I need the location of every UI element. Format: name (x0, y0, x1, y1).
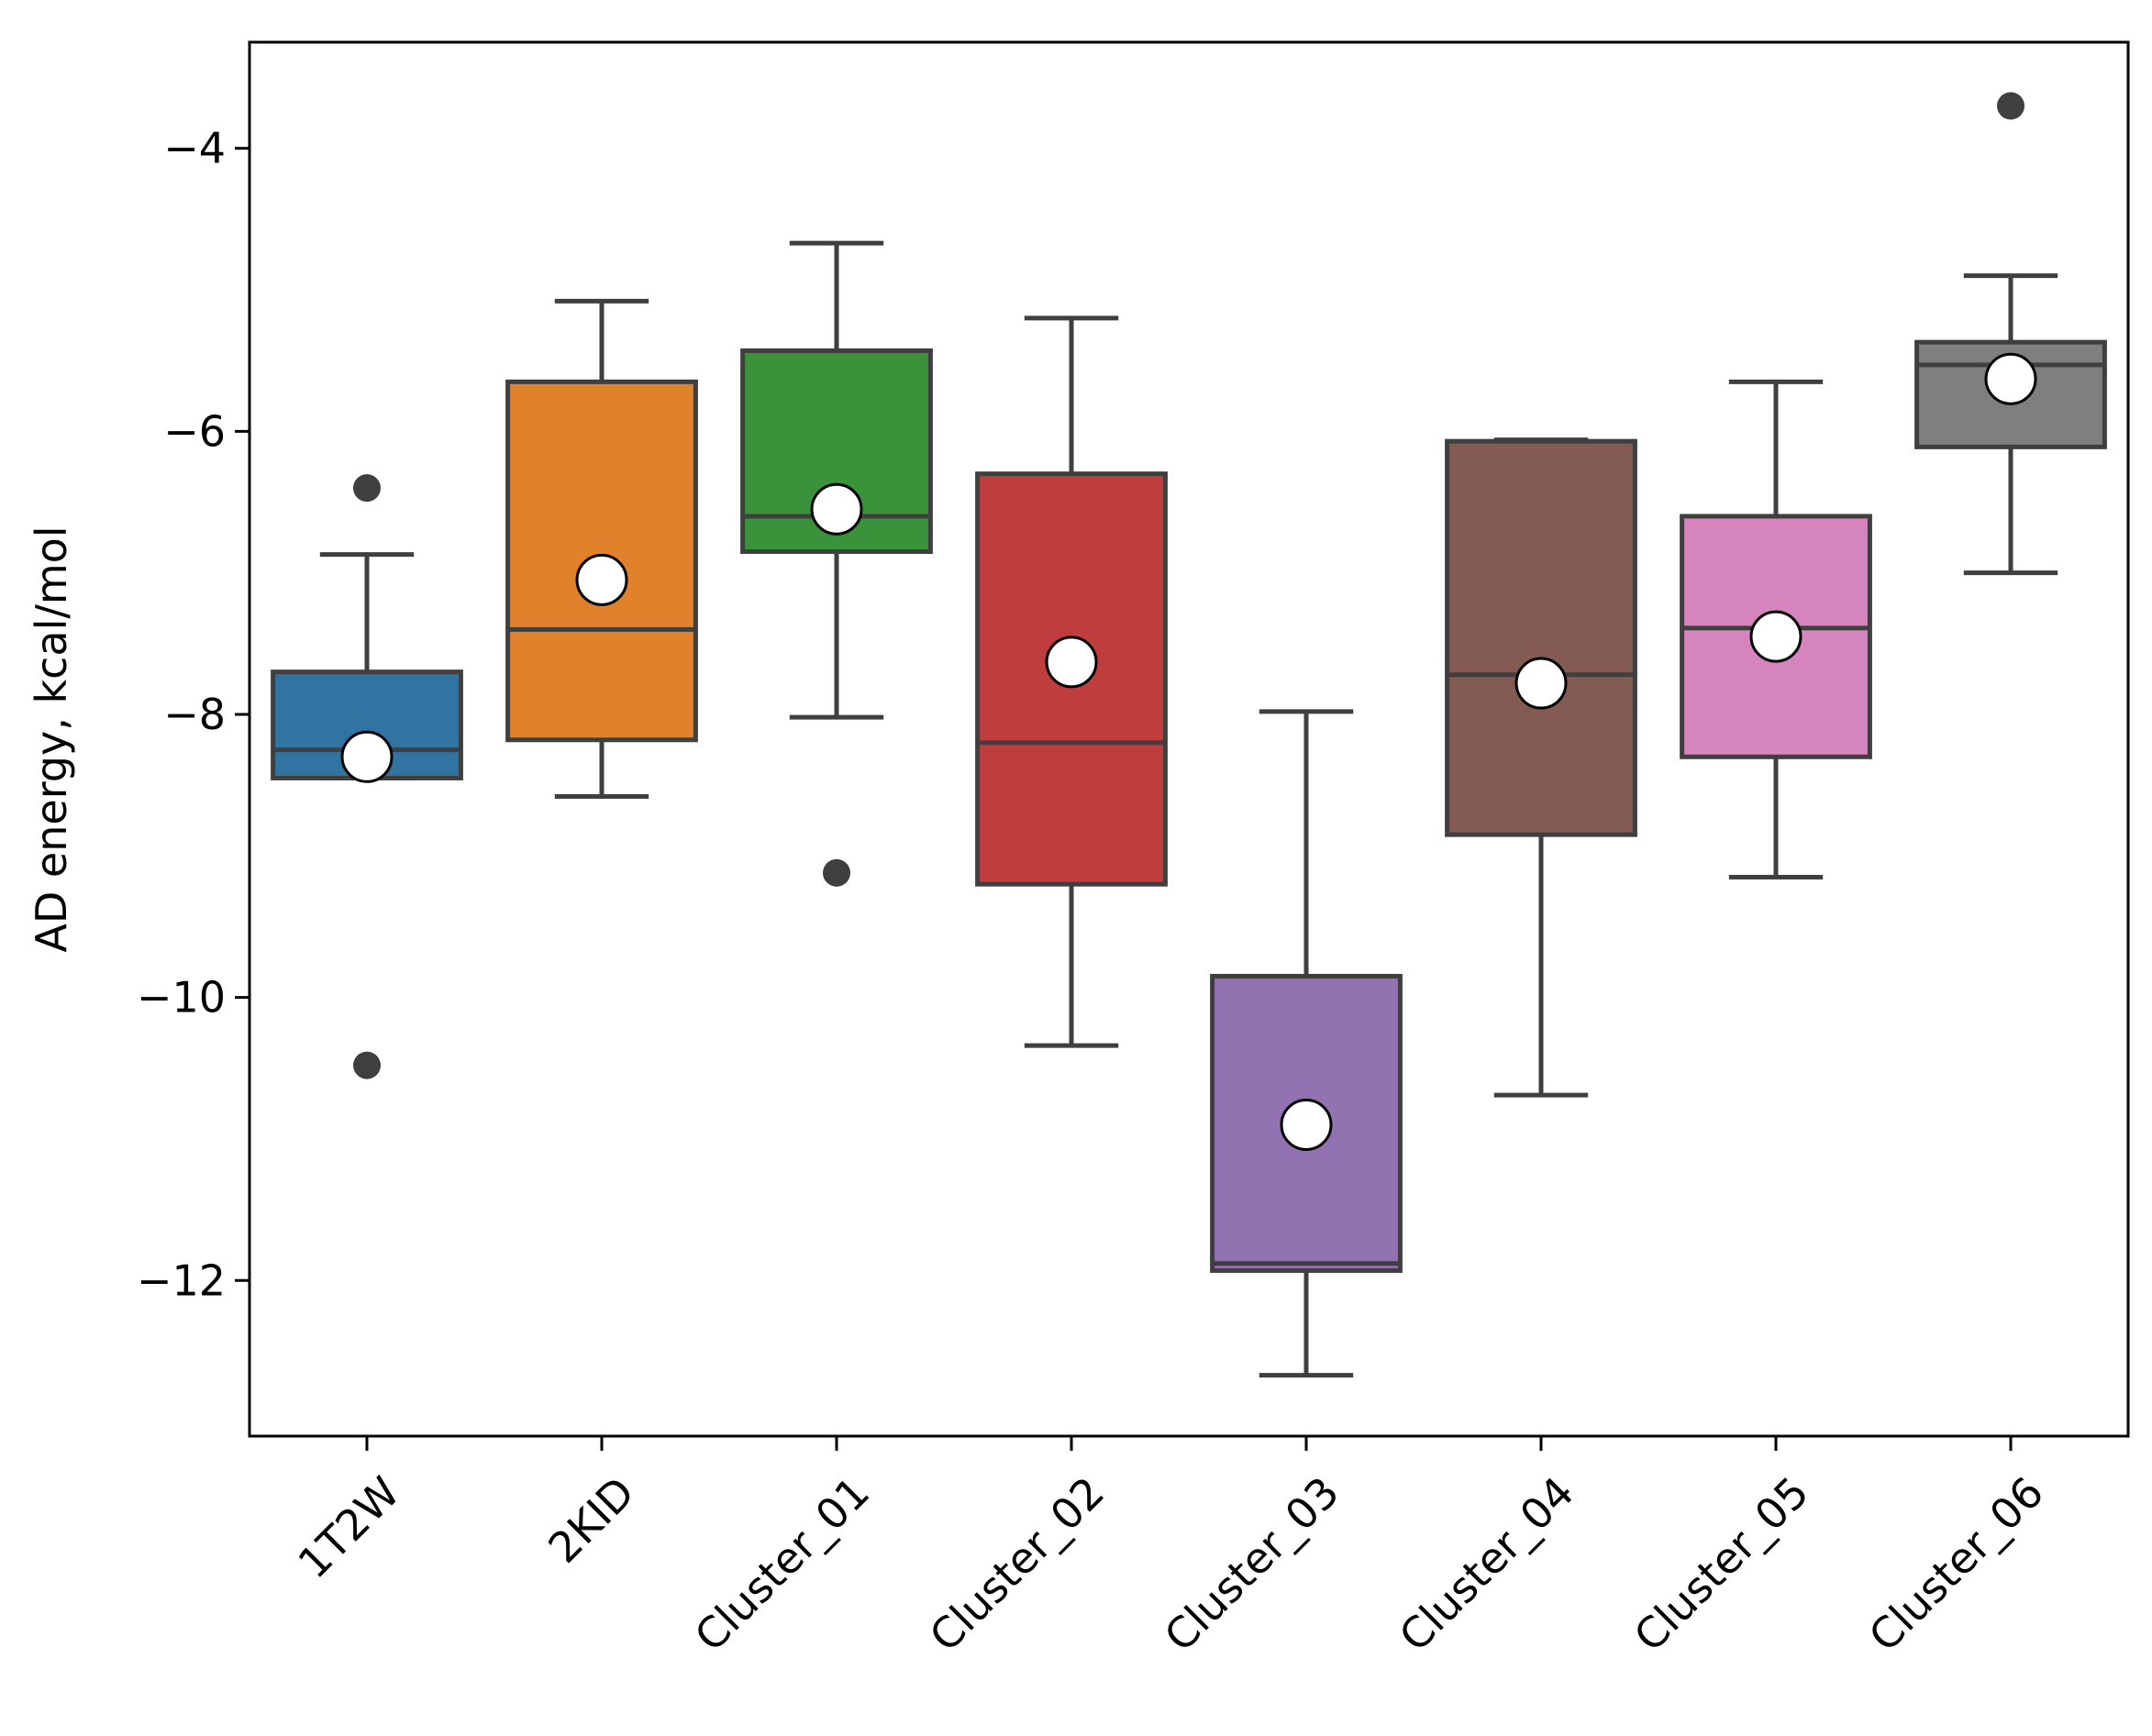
y-tick-label: −10 (137, 973, 226, 1023)
x-tick-label: 1T2W (288, 1467, 409, 1588)
y-axis-label: AD energy, kcal/mol (27, 525, 76, 952)
box-cluster-03-group (1210, 709, 1403, 1378)
y-tick-label: −8 (163, 690, 226, 739)
box-cluster-04-mean-marker (1514, 657, 1568, 710)
box-2kid-mean-marker (575, 553, 628, 606)
box-2kid-group (505, 298, 698, 799)
box-cluster-05-group (1680, 379, 1872, 879)
box-1t2w-group (271, 474, 463, 1079)
box-1t2w-mean-marker (340, 730, 394, 783)
x-tick-label: Cluster_04 (1390, 1467, 1583, 1661)
box-cluster-01-mean-marker (810, 482, 863, 536)
x-tick-label: Cluster_05 (1625, 1467, 1818, 1661)
plot-layer (271, 92, 2107, 1378)
axes-frame (248, 40, 2130, 1438)
box-cluster-02-group (975, 315, 1168, 1048)
y-tick-label: −4 (163, 124, 226, 173)
box-cluster-06-outlier-1 (1997, 92, 2024, 120)
y-tick-label: −12 (137, 1255, 226, 1305)
box-cluster-06-group (1914, 92, 2107, 576)
box-cluster-04-iqr-box (1445, 438, 1637, 837)
box-1t2w-outlier-2 (353, 1051, 381, 1079)
box-cluster-01-group (740, 240, 933, 887)
box-cluster-02-mean-marker (1045, 636, 1098, 689)
box-1t2w-outlier-1 (353, 474, 381, 503)
x-tick-label: Cluster_02 (920, 1467, 1114, 1661)
y-tick-label: −6 (163, 406, 226, 456)
box-cluster-05-mean-marker (1749, 610, 1803, 663)
box-cluster-06-mean-marker (1984, 352, 2037, 405)
x-tick-label: Cluster_03 (1155, 1467, 1348, 1661)
x-tick-label: Cluster_01 (685, 1467, 879, 1661)
box-cluster-01-outlier-1 (823, 858, 850, 887)
box-cluster-04-group (1445, 437, 1637, 1098)
box-cluster-03-mean-marker (1280, 1099, 1333, 1152)
x-tick-label: 2KID (538, 1467, 644, 1573)
x-tick-label: Cluster_06 (1859, 1467, 2053, 1661)
